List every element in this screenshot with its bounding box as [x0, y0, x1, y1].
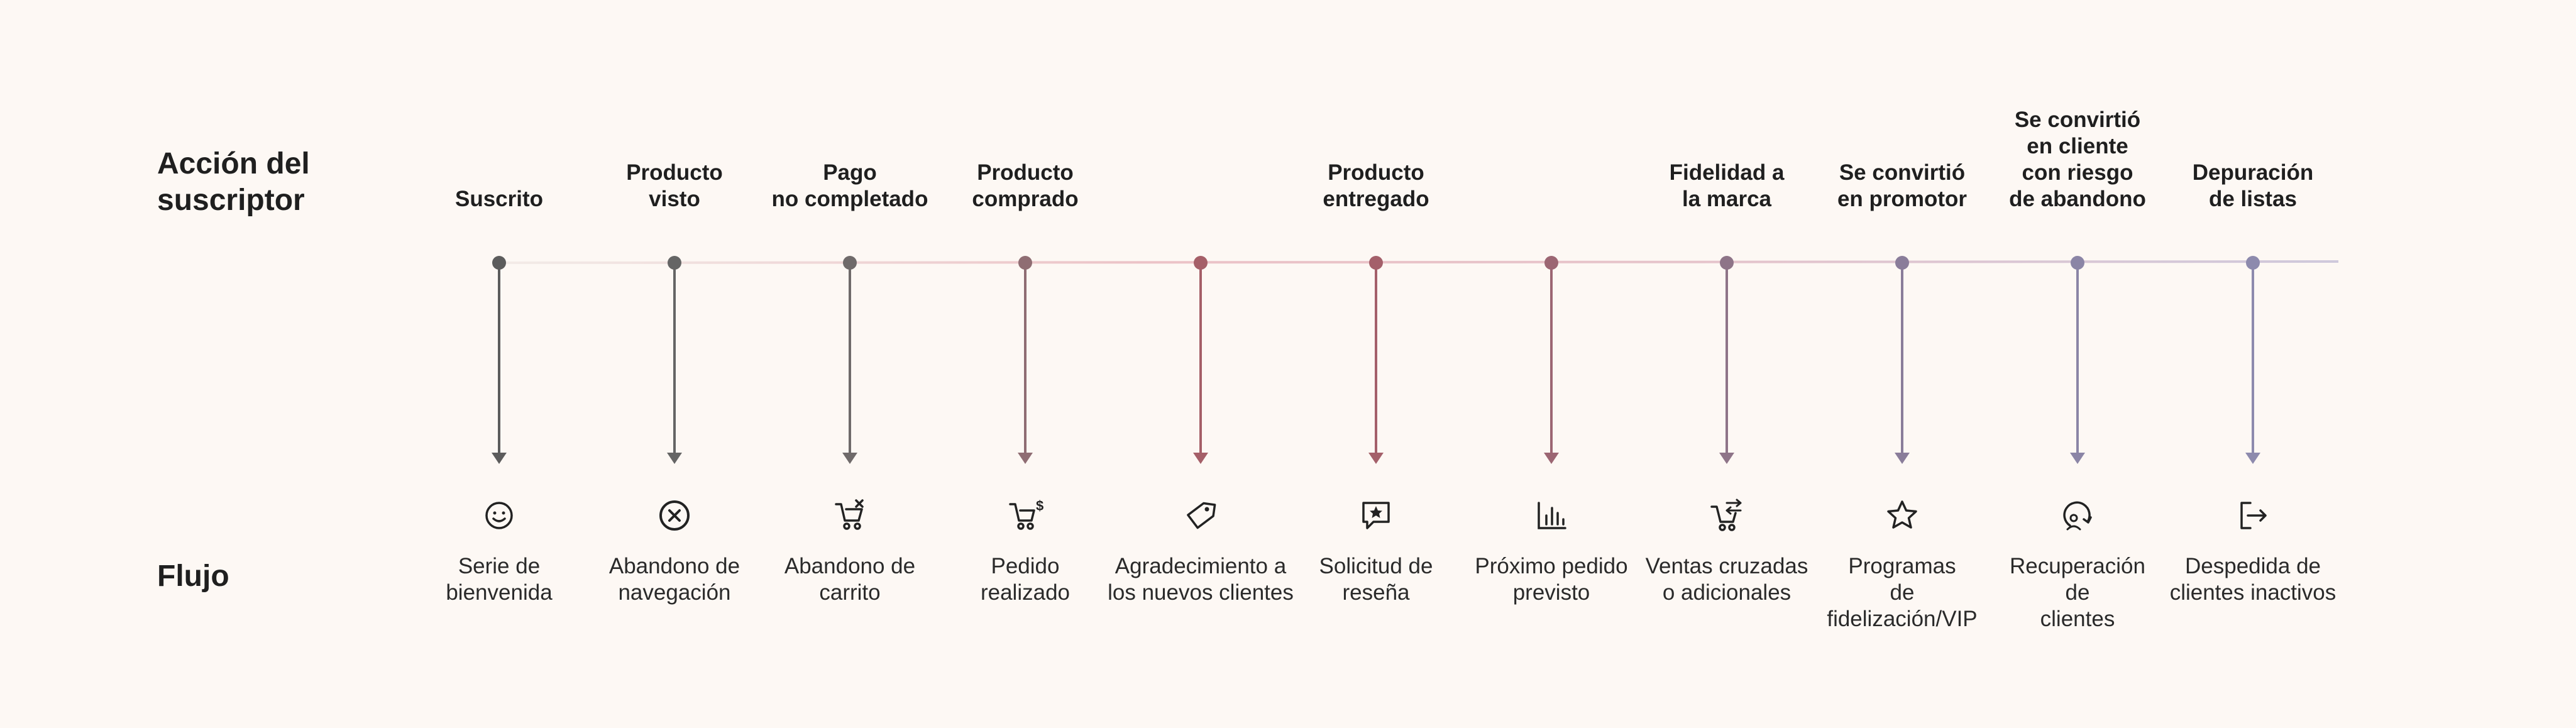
- step-column: Suscrito Serie de bienvenida: [411, 0, 587, 728]
- flow-label: Abandono de carrito: [784, 554, 916, 605]
- arrowhead: [1368, 453, 1384, 464]
- arrowhead: [2245, 453, 2260, 464]
- action-label: Producto comprado: [972, 160, 1079, 211]
- step-column: Se convirtió en cliente con riesgo de ab…: [1990, 0, 2166, 728]
- flow-label: Despedida de clientes inactivos: [2169, 554, 2337, 605]
- action-label: Se convirtió en cliente con riesgo de ab…: [2009, 108, 2146, 211]
- timeline-dot: [1720, 256, 1734, 270]
- flow-label: Recuperación de clientes: [2010, 554, 2145, 631]
- timeline-line: [496, 260, 2339, 264]
- action-label: Fidelidad a la marca: [1669, 160, 1785, 211]
- flow-label: Agradecimiento a los nuevos clientes: [1108, 554, 1294, 605]
- timeline-dot: [492, 256, 506, 270]
- star-icon: [1883, 497, 1921, 534]
- step-column: Producto entregado Solicitud de reseña: [1288, 0, 1464, 728]
- logout-icon: [2234, 497, 2272, 534]
- row-label-flow: Flujo: [157, 560, 229, 593]
- flow-label: Próximo pedido previsto: [1475, 554, 1628, 605]
- bar-chart-icon: [1533, 497, 1570, 534]
- timeline-dot: [668, 256, 681, 270]
- arrowhead: [1544, 453, 1559, 464]
- user-refresh-icon: [2059, 497, 2096, 534]
- arrowhead: [492, 453, 507, 464]
- timeline-dot: [1895, 256, 1909, 270]
- row-label-subscriber-action: Acción del suscriptor: [157, 147, 310, 217]
- flow-label: Programas de fidelización/VIP: [1827, 554, 1978, 631]
- step-column: Se convirtió en promotor Programas de fid…: [1814, 0, 1990, 728]
- arrowhead: [667, 453, 682, 464]
- step-column: Pago no completado Abandono de carrito: [762, 0, 938, 728]
- flow-label: Serie de bienvenida: [446, 554, 553, 605]
- x-circle-icon: [656, 497, 693, 534]
- flow-label: Pedido realizado: [980, 554, 1071, 605]
- timeline-dot: [2071, 256, 2084, 270]
- action-label: Suscrito: [454, 187, 544, 211]
- flow-label: Ventas cruzadas o adicionales: [1645, 554, 1808, 605]
- action-label: Pago no completado: [771, 160, 928, 211]
- smile-icon: [480, 497, 518, 534]
- tag-icon: [1182, 497, 1219, 534]
- action-label: Se convirtió en promotor: [1837, 160, 1968, 211]
- step-column: Fidelidad a la marca Ventas cruzadas o ad…: [1639, 0, 1815, 728]
- arrowhead: [1895, 453, 1910, 464]
- step-column: Depuración de listas Despedida de cliente…: [2165, 0, 2341, 728]
- timeline-dot: [1369, 256, 1383, 270]
- step-column: Agradecimiento a los nuevos clientes: [1108, 0, 1294, 728]
- arrowhead: [842, 453, 857, 464]
- cart-arrows-icon: [1708, 497, 1746, 534]
- step-column: Próximo pedido previsto: [1463, 0, 1639, 728]
- action-label: Depuración de listas: [2192, 160, 2314, 211]
- action-label: Producto entregado: [1323, 160, 1429, 211]
- timeline-dot: [2246, 256, 2260, 270]
- timeline-dot: [1544, 256, 1558, 270]
- svg-text:$: $: [1036, 498, 1043, 514]
- arrowhead: [2070, 453, 2085, 464]
- arrowhead: [1193, 453, 1208, 464]
- action-label: Producto visto: [626, 160, 723, 211]
- timeline-dot: [1194, 256, 1208, 270]
- star-message-icon: [1357, 497, 1395, 534]
- cart-x-icon: [831, 497, 869, 534]
- arrowhead: [1719, 453, 1734, 464]
- timeline-dot: [1018, 256, 1032, 270]
- cart-dollar-icon: $: [1006, 497, 1044, 534]
- step-column: Producto visto Abandono de navegación: [586, 0, 762, 728]
- flow-label: Solicitud de reseña: [1319, 554, 1433, 605]
- flow-label: Abandono de navegación: [608, 554, 740, 605]
- step-column: Producto comprado $ Pedido realizado: [937, 0, 1113, 728]
- timeline-dot: [843, 256, 857, 270]
- arrowhead: [1018, 453, 1033, 464]
